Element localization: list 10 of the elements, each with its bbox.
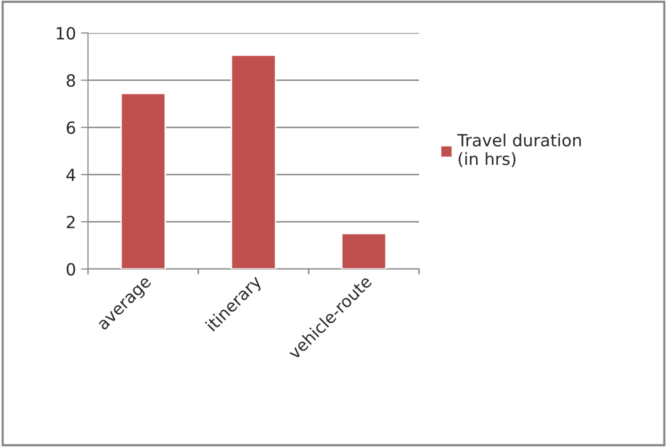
legend-label: Travel duration (in hrs)	[457, 134, 581, 168]
bar	[341, 232, 387, 269]
y-tick-label: 0	[66, 262, 76, 276]
y-tick-label: 10	[56, 26, 76, 40]
y-tick-label: 8	[66, 74, 76, 87]
y-tick-label: 4	[66, 168, 76, 181]
bar	[230, 54, 276, 269]
y-tick-label: 2	[66, 216, 75, 228]
y-tick-label: 6	[66, 121, 76, 134]
bar	[120, 92, 166, 269]
